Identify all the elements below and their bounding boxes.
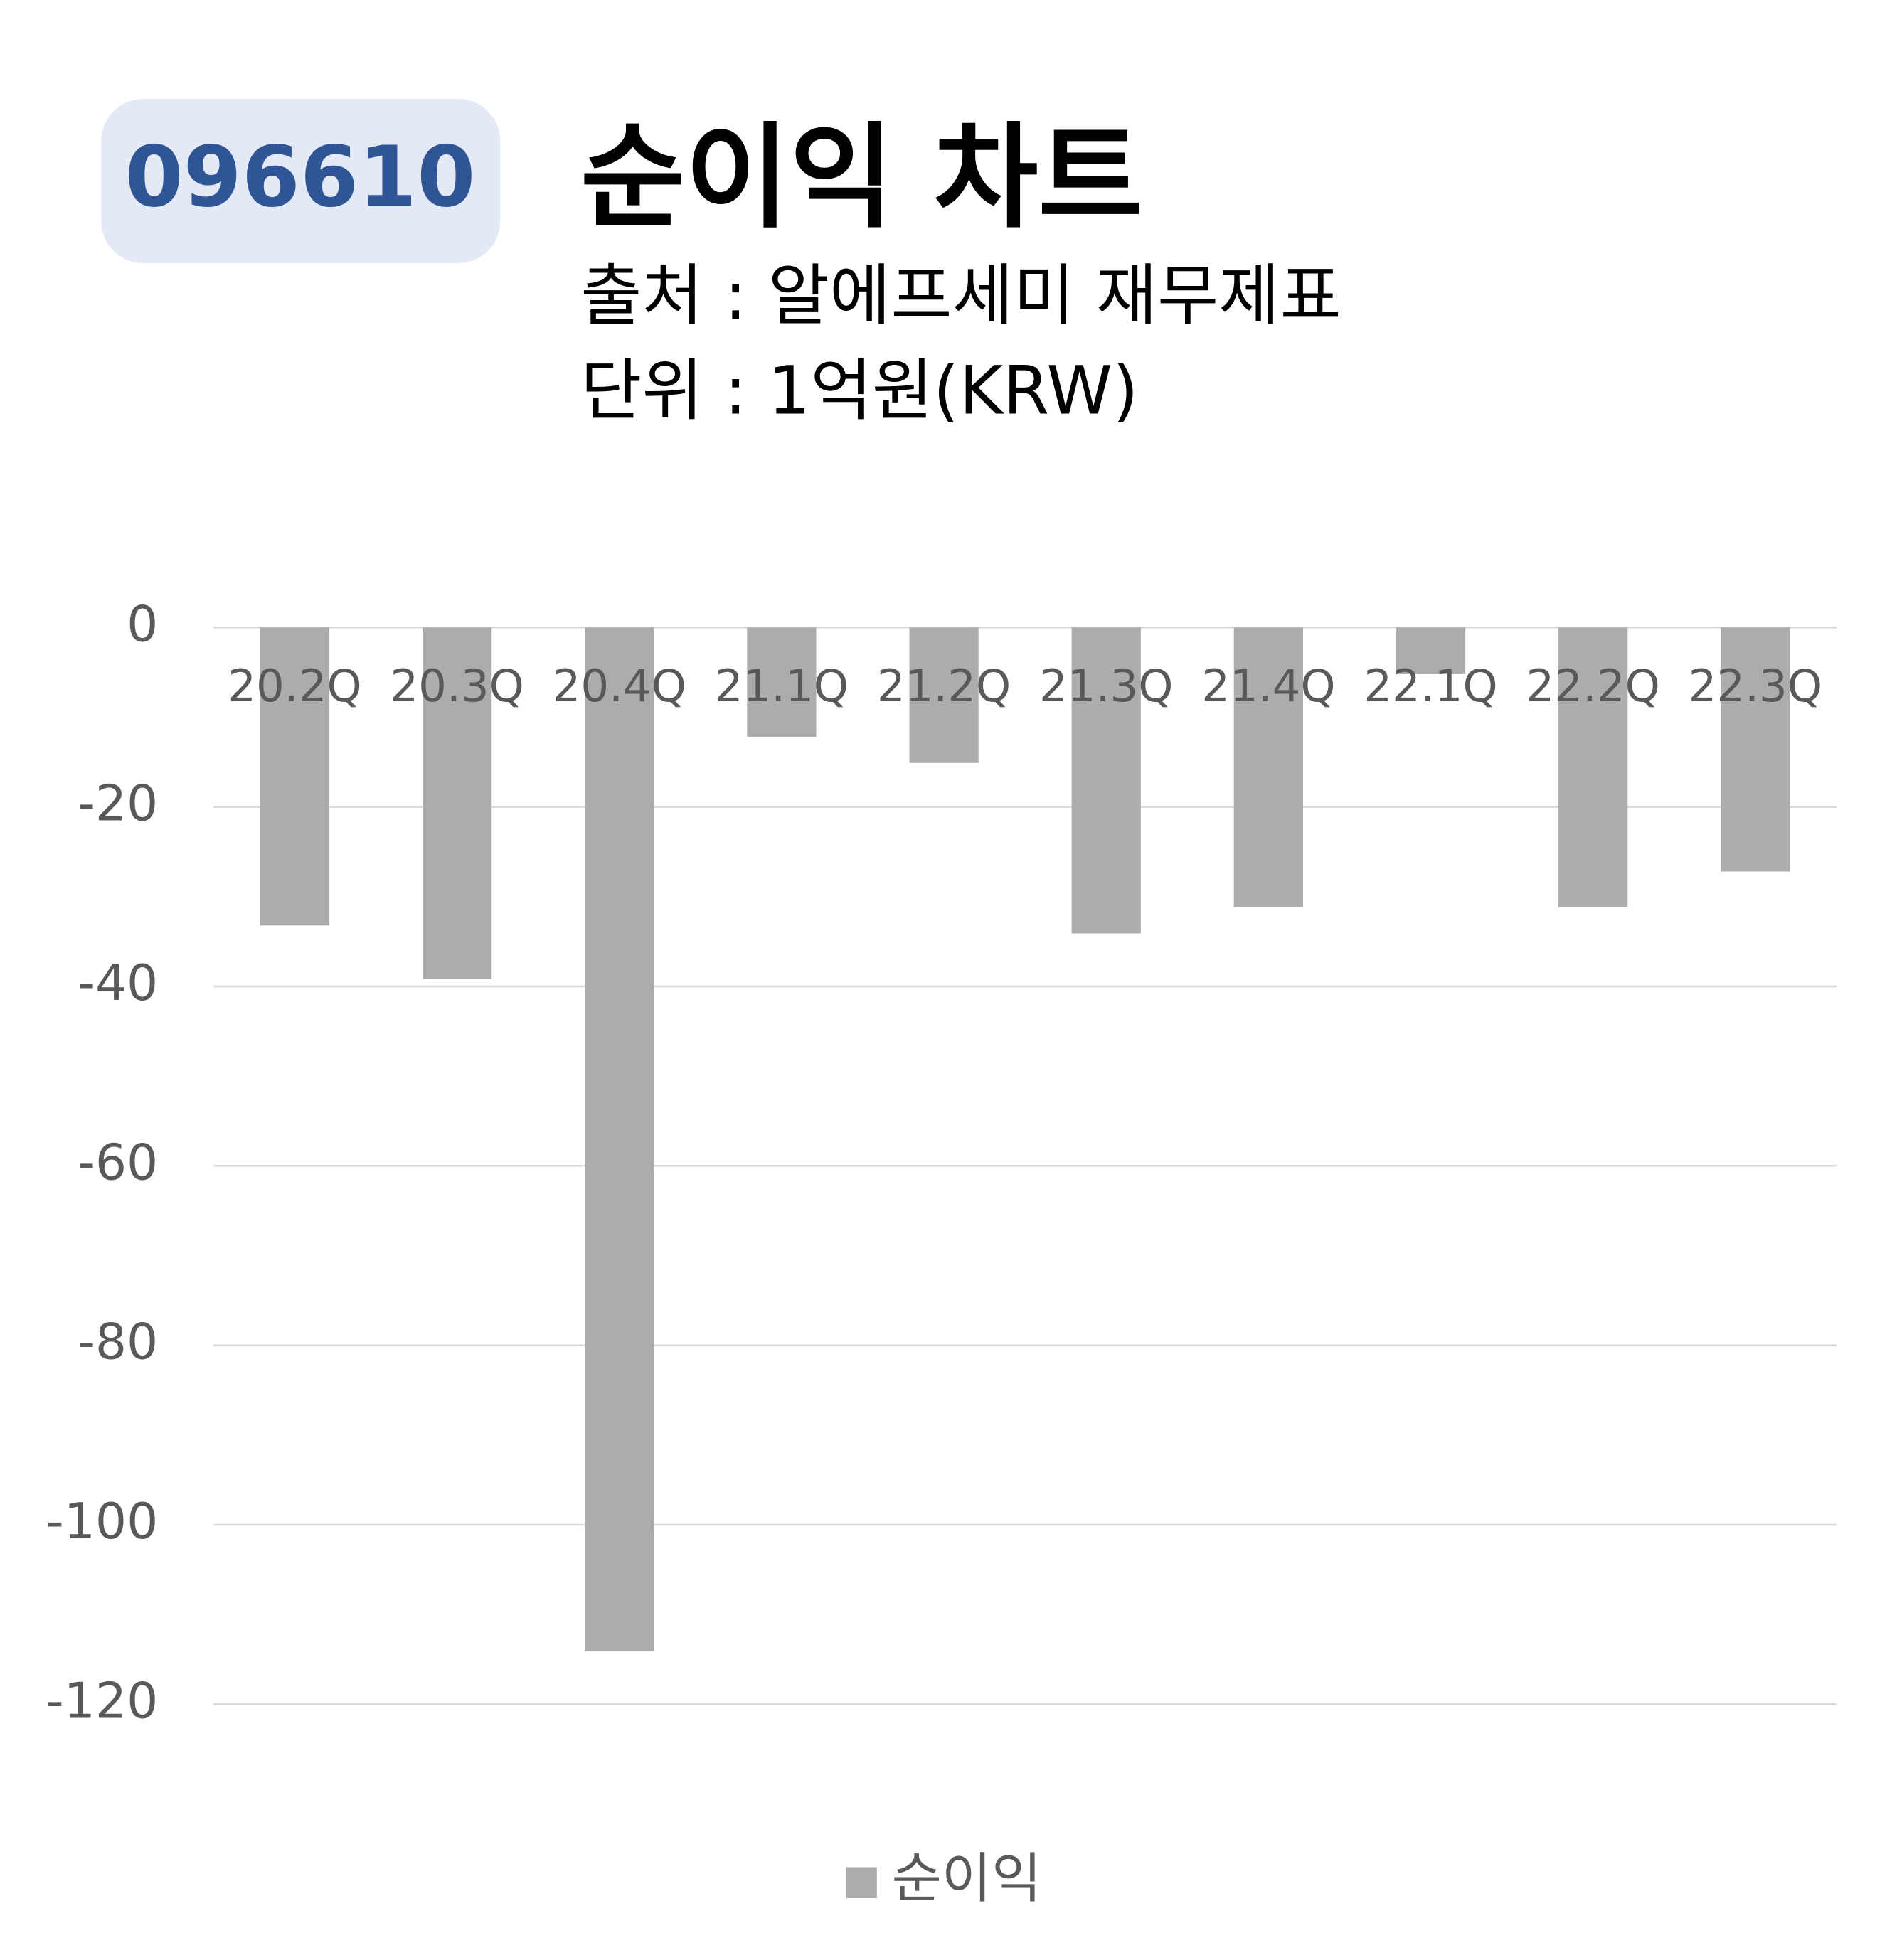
x-tick-label: 20.2Q [228,660,361,712]
chart-title: 순이익 차트 [580,112,1142,244]
bar [260,627,330,926]
bar [1071,627,1141,934]
x-tick-label: 22.3Q [1689,660,1822,712]
y-tick-label: -100 [46,1493,159,1550]
x-tick-label: 20.3Q [390,660,524,712]
legend-swatch [846,1867,877,1898]
bar [1396,627,1466,674]
bar [1721,627,1790,872]
y-tick-label: -120 [46,1673,159,1730]
x-tick-label: 22.2Q [1526,660,1660,712]
bar [909,627,979,763]
subtitle: 단위 : 1억원(KRW) [580,353,1138,430]
y-tick-label: -60 [78,1134,158,1191]
ticker-badge [101,99,501,264]
subtitle: 출처 : 알에프세미 재무제표 [580,257,1341,335]
bar [747,627,817,737]
x-tick-label: 20.4Q [553,660,686,712]
legend-label: 순이익 [892,1847,1042,1910]
y-tick-label: -20 [78,776,158,833]
x-tick-label: 21.4Q [1201,660,1335,712]
x-tick-label: 21.3Q [1039,660,1173,712]
x-tick-label: 22.1Q [1364,660,1497,712]
y-tick-label: -40 [78,955,158,1012]
bar [1233,627,1303,907]
bar [1558,627,1628,907]
x-tick-label: 21.1Q [715,660,849,712]
y-tick-label: 0 [127,596,158,653]
bar [422,627,492,979]
ticker: 096610 [124,127,475,225]
x-tick-label: 21.2Q [877,660,1011,712]
bar [585,627,654,1651]
y-tick-label: -80 [78,1314,158,1371]
